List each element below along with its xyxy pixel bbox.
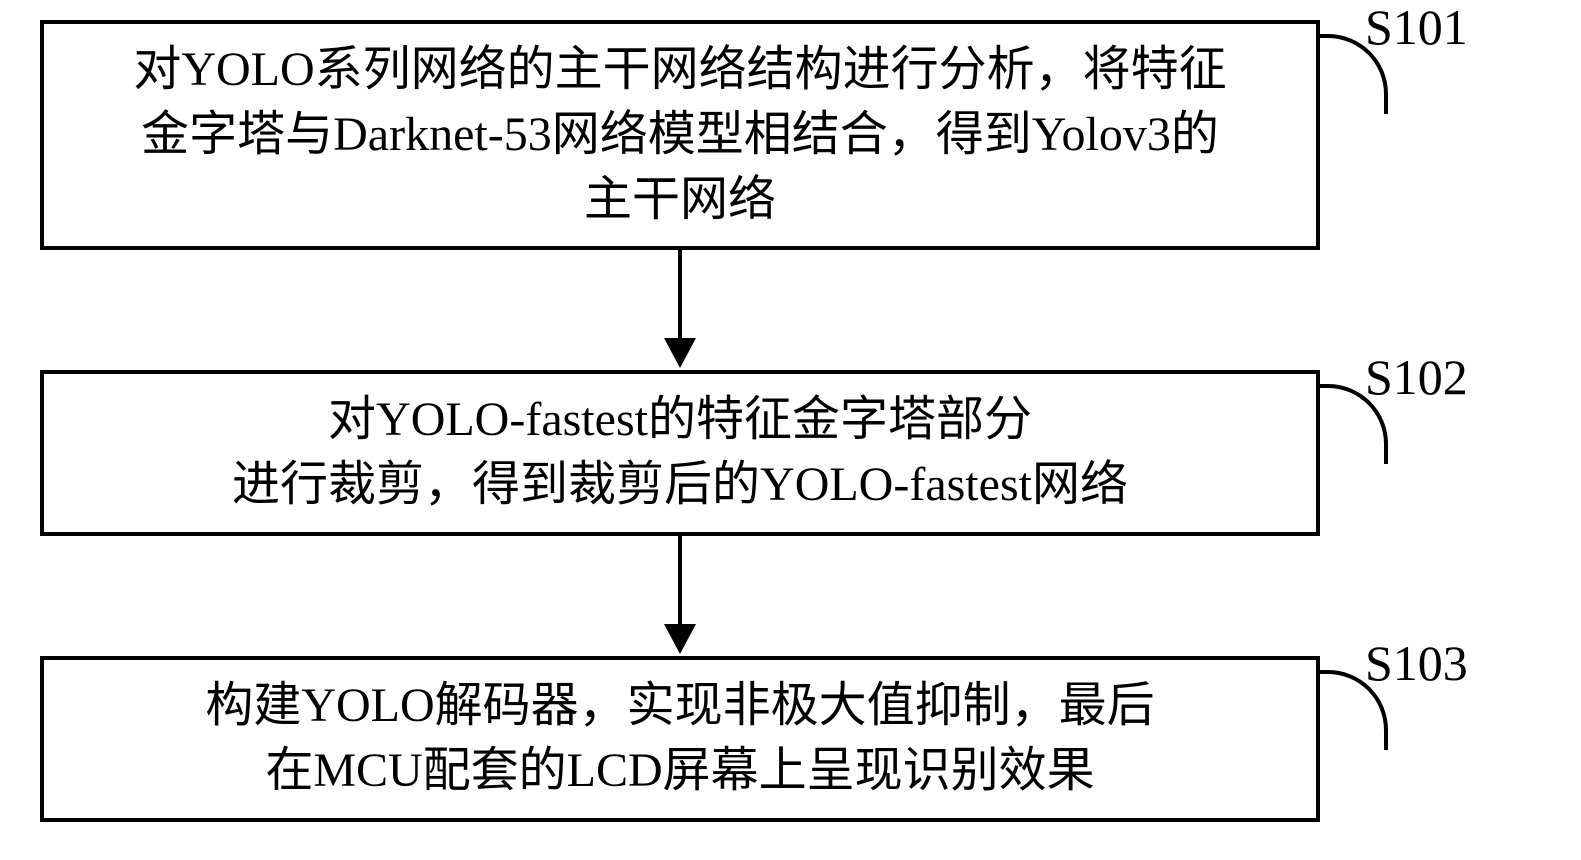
- arrow-1-line: [678, 250, 682, 345]
- box1-line1: 对YOLO系列网络的主干网络结构进行分析，将特征: [133, 38, 1226, 103]
- box2-line2: 进行裁剪，得到裁剪后的YOLO-fastest网络: [232, 453, 1128, 518]
- box3-line2: 在MCU配套的LCD屏幕上呈现识别效果: [265, 739, 1094, 804]
- flowchart-container: 对YOLO系列网络的主干网络结构进行分析，将特征 金字塔与Darknet-53网…: [40, 20, 1540, 822]
- arrow-2: [40, 536, 1320, 656]
- flow-box-1: 对YOLO系列网络的主干网络结构进行分析，将特征 金字塔与Darknet-53网…: [40, 20, 1320, 250]
- arrow-2-head: [664, 624, 696, 654]
- flow-box-3: 构建YOLO解码器，实现非极大值抑制，最后 在MCU配套的LCD屏幕上呈现识别效…: [40, 656, 1320, 822]
- step-label-3: S103: [1365, 634, 1468, 692]
- flow-step-1: 对YOLO系列网络的主干网络结构进行分析，将特征 金字塔与Darknet-53网…: [40, 20, 1540, 250]
- step-label-2: S102: [1365, 348, 1468, 406]
- flow-box-2: 对YOLO-fastest的特征金字塔部分 进行裁剪，得到裁剪后的YOLO-fa…: [40, 370, 1320, 536]
- arrow-1: [40, 250, 1320, 370]
- step-label-1: S101: [1365, 0, 1468, 56]
- flow-step-3: 构建YOLO解码器，实现非极大值抑制，最后 在MCU配套的LCD屏幕上呈现识别效…: [40, 656, 1540, 822]
- box2-line1: 对YOLO-fastest的特征金字塔部分: [328, 388, 1032, 453]
- arrow-1-head: [664, 338, 696, 368]
- box1-line2: 金字塔与Darknet-53网络模型相结合，得到Yolov3的: [141, 103, 1219, 168]
- flow-step-2: 对YOLO-fastest的特征金字塔部分 进行裁剪，得到裁剪后的YOLO-fa…: [40, 370, 1540, 536]
- box3-line1: 构建YOLO解码器，实现非极大值抑制，最后: [205, 674, 1154, 739]
- box1-line3: 主干网络: [584, 168, 776, 233]
- arrow-2-line: [678, 536, 682, 631]
